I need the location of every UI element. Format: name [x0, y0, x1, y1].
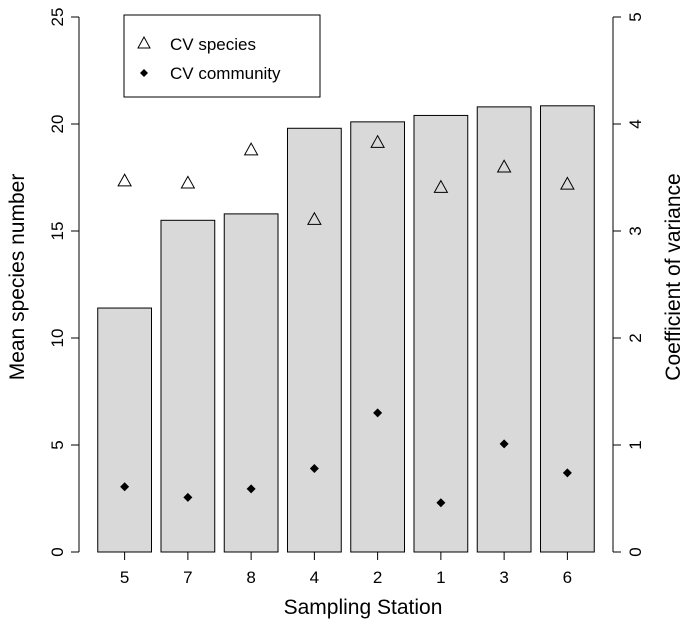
- cv-species-point-6: [560, 176, 575, 190]
- left-tick-label: 20: [48, 115, 67, 134]
- x-tick-label: 8: [246, 568, 255, 587]
- left-tick-label: 0: [48, 547, 67, 556]
- legend-triangle-icon: [137, 35, 151, 49]
- right-axis: 0 1 2 3 4 5: [612, 12, 645, 557]
- right-tick-label: 0: [626, 547, 645, 556]
- cv-species-point-7: [180, 175, 196, 189]
- cv-community-point-5: [120, 482, 130, 492]
- markers-layer: [117, 134, 575, 508]
- x-tick-label: 1: [436, 568, 445, 587]
- bar-station-6: [539, 105, 595, 553]
- right-tick-label: 4: [626, 119, 645, 128]
- cv-community-point-7: [183, 492, 193, 502]
- right-tick-label: 2: [626, 333, 645, 342]
- bar-station-5: [97, 307, 153, 553]
- cv-species-point-5: [117, 173, 132, 187]
- bar-station-8: [223, 213, 279, 553]
- bar-station-7: [160, 219, 216, 553]
- left-tick-label: 5: [48, 440, 67, 449]
- cv-species-point-8: [243, 142, 259, 156]
- bars-layer: [97, 105, 595, 553]
- left-tick-label: 10: [48, 329, 67, 348]
- cv-species-point-2: [370, 134, 385, 148]
- bar-station-2: [350, 121, 406, 553]
- bar-station-4: [286, 127, 342, 553]
- x-ticks: 5 7 8 4 2 1 3 6: [120, 552, 572, 587]
- legend: CV species CV community: [123, 14, 321, 98]
- cv-community-point-4: [309, 464, 319, 474]
- y2-axis-title: Coefficient of variance: [662, 173, 682, 380]
- right-tick-label: 1: [626, 440, 645, 449]
- x-tick-label: 5: [120, 568, 129, 587]
- x-tick-label: 2: [373, 568, 382, 587]
- bar-station-3: [476, 106, 532, 553]
- cv-species-point-1: [433, 179, 449, 193]
- cv-community-point-6: [562, 468, 572, 478]
- right-ticks: 0 1 2 3 4 5: [613, 12, 645, 557]
- x-axis: 5 7 8 4 2 1 3 6: [120, 552, 572, 587]
- cv-community-point-2: [373, 408, 383, 418]
- x-tick-label: 6: [563, 568, 572, 587]
- cv-community-point-8: [246, 484, 256, 494]
- x-tick-label: 3: [499, 568, 508, 587]
- x-tick-label: 4: [310, 568, 319, 587]
- cv-community-point-1: [436, 498, 446, 508]
- y-axis-title: Mean species number: [6, 174, 29, 381]
- right-tick-label: 3: [626, 226, 645, 235]
- cv-species-point-4: [307, 211, 322, 225]
- legend-diamond-icon: [140, 69, 148, 77]
- cv-community-point-3: [499, 439, 509, 449]
- legend-label-cv-community: CV community: [170, 64, 281, 83]
- bar-station-1: [413, 114, 469, 553]
- x-tick-label: 7: [183, 568, 192, 587]
- right-tick-label: 5: [626, 12, 645, 21]
- cv-species-point-3: [496, 159, 512, 173]
- legend-box: [123, 14, 321, 98]
- left-axis: 0 5 10 15 20 25: [48, 8, 80, 557]
- left-tick-label: 25: [48, 8, 67, 27]
- left-ticks: 0 5 10 15 20 25: [48, 8, 79, 557]
- left-tick-label: 15: [48, 222, 67, 241]
- legend-label-cv-species: CV species: [170, 35, 256, 54]
- x-axis-title: Sampling Station: [284, 596, 443, 619]
